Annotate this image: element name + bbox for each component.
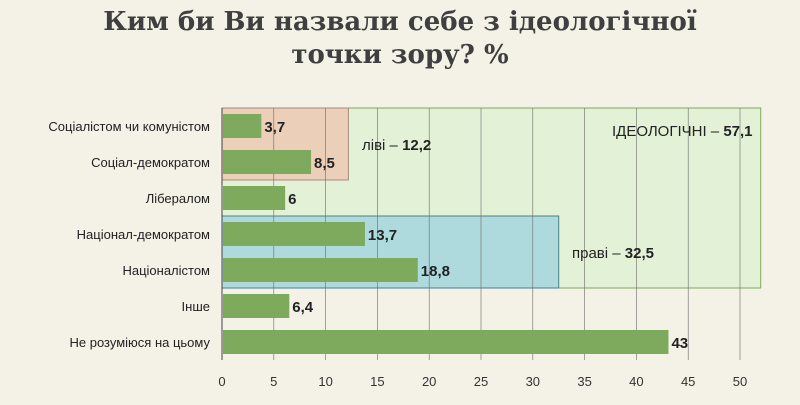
data-label: 3,7 [264,119,285,136]
x-tick-label: 0 [218,374,225,389]
data-label: 8,5 [314,155,335,172]
category-label: Націонал-демократом [77,227,210,242]
x-tick-label: 30 [526,374,540,389]
chart-title: Ким би Ви назвали себе з ідеологічної то… [0,6,800,72]
ideological-group-label: ІДЕОЛОГІЧНІ – 57,1 [612,123,753,140]
data-label: 6 [288,191,296,208]
bar [223,150,312,174]
x-tick-label: 25 [474,374,488,389]
category-label: Соціал-демократом [91,155,210,170]
right-group-label: праві – 32,5 [572,245,654,262]
category-label: Не розуміюся на цьому [70,335,211,350]
category-label: Інше [182,299,210,314]
bar [223,186,286,210]
chart-title-line-2: точки зору? % [291,40,509,70]
left-group-label: ліві – 12,2 [362,137,431,154]
bar [223,330,669,354]
data-label: 43 [671,335,688,352]
bar [223,294,290,318]
x-tick-label: 15 [370,374,384,389]
x-tick-label: 35 [577,374,591,389]
category-label: Лібералом [146,191,210,206]
x-tick-label: 5 [270,374,277,389]
data-label: 13,7 [368,227,397,244]
bar [223,258,418,282]
data-label: 18,8 [421,263,450,280]
category-label: Націоналістом [122,263,210,278]
bar [223,222,365,246]
bar [223,114,262,138]
data-label: 6,4 [292,299,314,316]
x-tick-label: 45 [681,374,695,389]
x-tick-label: 20 [422,374,436,389]
chart-title-line-1: Ким би Ви назвали себе з ідеологічної [103,7,697,37]
x-tick-label: 10 [318,374,332,389]
x-tick-label: 40 [629,374,643,389]
category-label: Соціалістом чи комуністом [48,119,210,134]
x-tick-label: 50 [733,374,747,389]
